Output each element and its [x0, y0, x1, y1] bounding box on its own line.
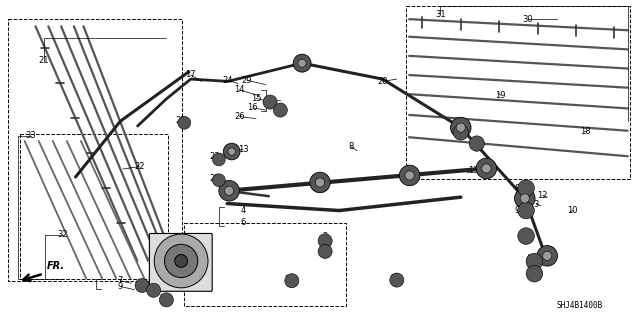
- Circle shape: [316, 178, 324, 187]
- Circle shape: [469, 136, 484, 151]
- Text: 7: 7: [118, 276, 123, 285]
- Text: 23: 23: [284, 275, 294, 284]
- Text: 30: 30: [523, 15, 533, 24]
- Circle shape: [212, 174, 225, 187]
- Circle shape: [263, 95, 277, 109]
- Circle shape: [273, 103, 287, 117]
- Text: 28: 28: [171, 282, 181, 291]
- Text: 9: 9: [515, 206, 520, 215]
- Circle shape: [399, 165, 420, 186]
- Text: 29: 29: [242, 76, 252, 85]
- Text: 21: 21: [38, 56, 49, 65]
- Circle shape: [159, 293, 173, 307]
- Circle shape: [285, 274, 299, 288]
- Text: 27: 27: [160, 294, 170, 303]
- Circle shape: [456, 123, 465, 132]
- Text: 4: 4: [241, 206, 246, 215]
- Text: 24: 24: [223, 76, 233, 85]
- Text: 4: 4: [525, 254, 531, 263]
- Text: 16: 16: [248, 103, 258, 112]
- Circle shape: [518, 180, 534, 197]
- Circle shape: [526, 253, 543, 270]
- Circle shape: [310, 172, 330, 193]
- Circle shape: [298, 59, 306, 67]
- Text: 1: 1: [197, 237, 202, 246]
- Circle shape: [219, 181, 239, 201]
- Text: 23: 23: [209, 152, 220, 161]
- Circle shape: [154, 234, 208, 288]
- Text: 13: 13: [238, 145, 248, 154]
- Text: 13: 13: [468, 166, 479, 175]
- Text: SHJ4B1400B: SHJ4B1400B: [556, 301, 602, 310]
- Text: 10: 10: [568, 206, 578, 215]
- Text: 26: 26: [470, 139, 480, 148]
- Text: 19: 19: [495, 91, 506, 100]
- Text: 8: 8: [348, 142, 353, 151]
- Text: 33: 33: [26, 131, 36, 140]
- Text: 22: 22: [134, 162, 145, 171]
- Circle shape: [537, 246, 557, 266]
- Circle shape: [515, 188, 535, 209]
- Text: 25: 25: [147, 257, 157, 266]
- Circle shape: [223, 143, 240, 160]
- Text: 5: 5: [323, 243, 328, 252]
- Text: 18: 18: [580, 127, 591, 136]
- Circle shape: [482, 164, 491, 173]
- Circle shape: [518, 202, 534, 219]
- Text: 14: 14: [234, 85, 244, 94]
- Circle shape: [225, 186, 234, 195]
- Circle shape: [451, 117, 471, 138]
- Circle shape: [405, 171, 414, 180]
- Text: 12: 12: [538, 191, 548, 200]
- Text: 6: 6: [241, 218, 246, 227]
- Text: 31: 31: [435, 10, 445, 19]
- Circle shape: [520, 194, 529, 203]
- Circle shape: [526, 265, 543, 282]
- Circle shape: [178, 116, 191, 129]
- Circle shape: [147, 283, 161, 297]
- Text: 8: 8: [515, 184, 520, 193]
- Circle shape: [518, 228, 534, 244]
- Circle shape: [543, 251, 552, 260]
- Text: 20: 20: [378, 77, 388, 86]
- Circle shape: [293, 54, 311, 72]
- Circle shape: [135, 278, 149, 293]
- Text: 3: 3: [534, 200, 539, 209]
- Text: 15: 15: [251, 94, 261, 103]
- Circle shape: [390, 273, 404, 287]
- Text: 24: 24: [454, 127, 465, 136]
- Text: FR.: FR.: [47, 261, 65, 271]
- FancyBboxPatch shape: [149, 234, 212, 291]
- Text: 6: 6: [532, 269, 537, 278]
- Circle shape: [476, 158, 497, 179]
- Text: 32: 32: [58, 230, 68, 239]
- Circle shape: [228, 148, 236, 155]
- Circle shape: [453, 125, 468, 140]
- Text: 2: 2: [323, 232, 328, 241]
- Text: 17: 17: [186, 70, 196, 79]
- Text: 9: 9: [118, 282, 123, 291]
- Text: 23: 23: [175, 116, 186, 125]
- Circle shape: [318, 234, 332, 248]
- Text: 26: 26: [234, 112, 244, 121]
- Circle shape: [164, 244, 198, 278]
- Circle shape: [175, 255, 188, 267]
- Text: 23: 23: [390, 274, 401, 283]
- Text: 23: 23: [209, 174, 220, 182]
- Text: 11: 11: [403, 167, 413, 175]
- Circle shape: [212, 153, 225, 166]
- Circle shape: [318, 244, 332, 258]
